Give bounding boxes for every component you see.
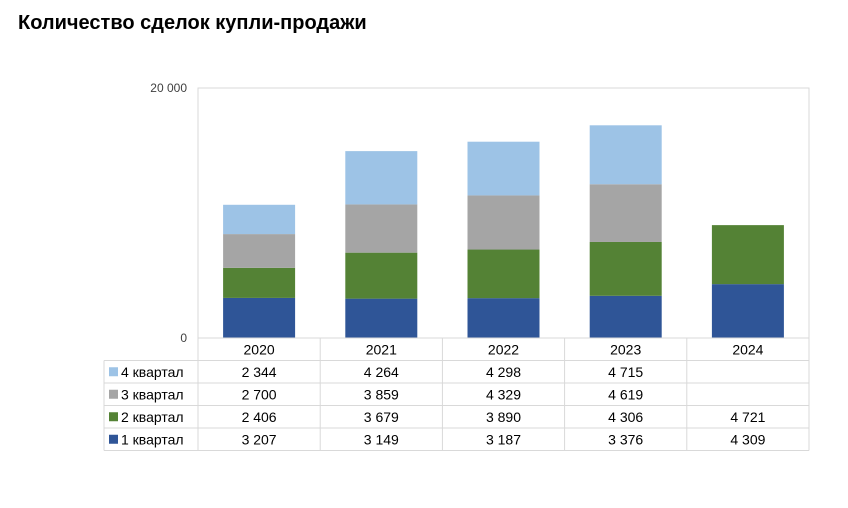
legend-label: 4 квартал — [121, 364, 184, 380]
data-label: 3 187 — [486, 431, 521, 447]
data-label: 4 306 — [608, 409, 643, 425]
legend-key — [109, 389, 118, 399]
data-label: 4 721 — [730, 409, 765, 425]
x-category-label: 2021 — [366, 341, 397, 357]
bar-segment — [223, 234, 296, 268]
bar-segment — [345, 252, 418, 299]
data-label: 4 298 — [486, 364, 521, 380]
chart-title: Количество сделок купли-продажи — [18, 12, 367, 34]
data-label: 4 309 — [730, 431, 765, 447]
data-label: 3 679 — [364, 409, 399, 425]
legend-label: 2 квартал — [121, 409, 184, 425]
bar-segment — [589, 241, 662, 296]
bar-segment — [345, 204, 418, 253]
legend-key — [109, 412, 118, 422]
bar-segment — [467, 249, 540, 299]
bar-segment — [223, 297, 296, 338]
data-label: 4 715 — [608, 364, 643, 380]
legend-label: 3 квартал — [121, 386, 184, 402]
bar-segment — [223, 267, 296, 298]
y-tick-label: 20 000 — [150, 81, 187, 95]
bar-segment — [711, 225, 784, 285]
y-tick-label: 0 — [180, 331, 187, 345]
legend-label: 1 квартал — [121, 431, 184, 447]
legend-key — [109, 434, 118, 444]
data-label: 3 376 — [608, 431, 643, 447]
bar-segment — [589, 125, 662, 185]
data-label: 2 344 — [242, 364, 277, 380]
legend-key — [109, 367, 118, 377]
data-label: 3 859 — [364, 386, 399, 402]
bar-segment — [345, 298, 418, 338]
data-label: 3 890 — [486, 409, 521, 425]
data-label: 4 264 — [364, 364, 399, 380]
data-label: 2 700 — [242, 386, 277, 402]
bar-segment — [711, 284, 784, 338]
bar-segment — [223, 204, 296, 235]
x-category-label: 2022 — [488, 341, 519, 357]
data-label: 4 619 — [608, 386, 643, 402]
x-category-label: 2020 — [244, 341, 275, 357]
bar-segment — [345, 151, 418, 205]
bar-segment — [467, 195, 540, 250]
data-label: 2 406 — [242, 409, 277, 425]
data-label: 3 207 — [242, 431, 277, 447]
bar-segment — [467, 298, 540, 338]
bar-segment — [589, 295, 662, 338]
data-label: 4 329 — [486, 386, 521, 402]
bar-segment — [589, 184, 662, 242]
x-category-label: 2023 — [610, 341, 641, 357]
data-label: 3 149 — [364, 431, 399, 447]
x-category-label: 2024 — [732, 341, 763, 357]
bar-segment — [467, 141, 540, 196]
